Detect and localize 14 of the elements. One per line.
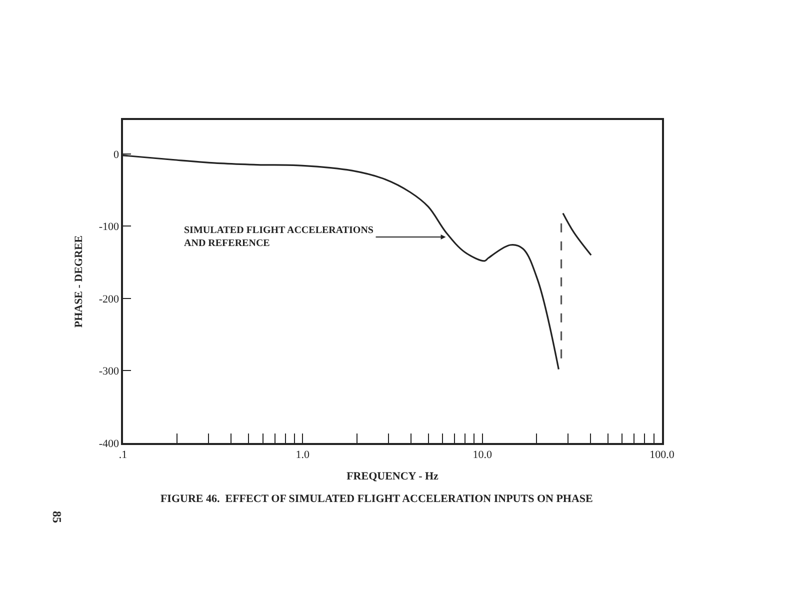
text: FIGURE 46. EFFECT OF SIMULATED FLIGHT ACCELERATION INPUTS ON PHASE <box>160 492 593 505</box>
x-tick-label: .1 <box>118 448 128 461</box>
x-tick-label: 10.0 <box>472 448 492 461</box>
y-axis-title: PHASE - DEGREE <box>73 235 86 328</box>
y-tick-label: 0 <box>114 148 120 161</box>
x-tick-label: 100.0 <box>650 448 675 461</box>
text: 85 <box>50 511 64 523</box>
y-tick-label: -100 <box>98 221 120 234</box>
x-axis-title: FREQUENCY - Hz <box>346 470 439 483</box>
y-tick-label: -300 <box>98 366 120 378</box>
x-tick-label: 1.0 <box>296 448 310 461</box>
y-tick-label: -200 <box>98 293 120 306</box>
annotation: SIMULATED FLIGHT ACCELERATIONS AND REFERENCE <box>184 225 374 249</box>
y-tick-label: -400 <box>98 438 120 450</box>
